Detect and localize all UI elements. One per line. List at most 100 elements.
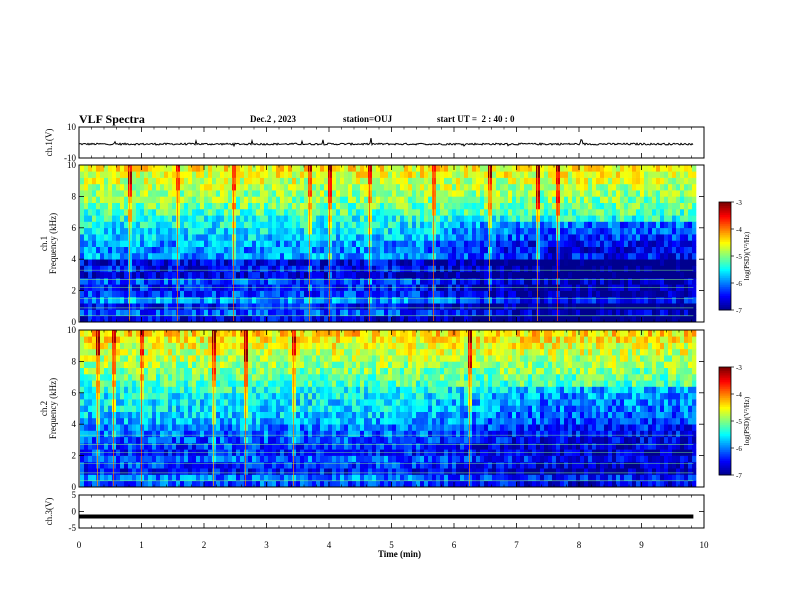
spectrogram-cell [184, 271, 189, 279]
spectrogram-cell [356, 183, 361, 191]
spectrogram-cell [300, 215, 305, 222]
spectrogram-cell [244, 202, 249, 210]
spectrogram-cell [232, 209, 237, 216]
spectrogram-cell [692, 309, 697, 316]
spectrogram-cell [452, 246, 457, 254]
spectrogram-cell [484, 190, 489, 197]
spectrogram-cell [648, 259, 653, 266]
spectrogram-cell [104, 430, 109, 438]
spectrogram-cell [564, 309, 569, 316]
spectrogram-cell [416, 227, 421, 235]
spectrogram-cell [192, 271, 197, 279]
spectrogram-cell [364, 227, 369, 235]
spectrogram-cell [600, 221, 605, 229]
spectrogram-cell [204, 411, 209, 419]
spectrogram-cell [188, 380, 193, 387]
spectrogram-cell [372, 221, 377, 229]
spectrogram-cell [532, 271, 537, 279]
spectrogram-cell [144, 474, 149, 481]
spectrogram-cell [596, 296, 601, 304]
spectrogram-cell [172, 246, 177, 254]
spectrogram-cell [160, 171, 165, 178]
spectrogram-cell [524, 303, 529, 310]
spectrogram-cell [556, 303, 561, 310]
spectrogram-cell [164, 265, 169, 273]
spectrogram-cell [188, 455, 193, 463]
spectrogram-cell [352, 315, 357, 323]
spectrogram-cell [400, 227, 405, 235]
spectrogram-cell [184, 278, 189, 285]
spectrogram-cell [196, 190, 201, 197]
spectrogram-cell [224, 221, 229, 229]
spectrogram-cell [104, 183, 109, 191]
spectrogram-cell [260, 252, 265, 260]
spectrogram-cell [136, 348, 141, 356]
spectrogram-cell [544, 259, 549, 266]
spectrogram-cell [172, 221, 177, 229]
spectrogram-cell [288, 209, 293, 216]
spectrogram-cell [240, 296, 245, 304]
spectrogram-cell [360, 234, 365, 241]
spectrogram-cell [332, 309, 337, 316]
spectrogram-cell [276, 177, 281, 185]
spectrogram-cell [476, 177, 481, 185]
spectrogram-cell [560, 271, 565, 279]
spectrogram-cell [180, 348, 185, 356]
spectrogram-cell [84, 436, 89, 444]
spectrogram-cell [492, 177, 497, 185]
spectrogram-cell [692, 315, 697, 323]
spectrogram-cell [184, 480, 189, 488]
spectrogram-cell [560, 259, 565, 266]
spectrogram-cell [200, 252, 205, 260]
spectrogram-cell [200, 309, 205, 316]
spectrogram-cell [688, 190, 693, 197]
spectrogram-cell [176, 296, 181, 304]
spectrogram-cell [524, 227, 529, 235]
spectrogram-cell [412, 202, 417, 210]
spectrogram-cell [364, 165, 369, 172]
spectrogram-cell [344, 240, 349, 247]
spectrogram-cell [104, 468, 109, 475]
spectrogram-cell [688, 234, 693, 241]
spectrogram-cell [300, 221, 305, 229]
spectrogram-cell [512, 265, 517, 273]
spectrogram-cell [192, 246, 197, 254]
spectrogram-cell [400, 215, 405, 222]
spectrogram-cell [80, 374, 85, 381]
spectrogram-cell [612, 278, 617, 285]
spectrogram-cell [568, 252, 573, 260]
spectrogram-cell [496, 290, 501, 298]
spectrogram-cell [528, 278, 533, 285]
colorbar-tick-label: -5 [736, 253, 742, 261]
spectrogram-cell [184, 246, 189, 254]
spectrogram-cell [116, 380, 121, 387]
spectrogram-cell [200, 380, 205, 387]
spectrogram-cell [596, 209, 601, 216]
spectrogram-cell [132, 443, 137, 450]
spectrogram-cell [468, 171, 473, 178]
spectrogram-cell [212, 177, 217, 185]
spectrogram-cell [364, 234, 369, 241]
spectrogram-cell [124, 480, 129, 488]
spectrogram-cell [524, 234, 529, 241]
spectrogram-cell [580, 296, 585, 304]
spectrogram-cell [576, 309, 581, 316]
spectrogram-cell [524, 265, 529, 273]
spectrogram-cell [608, 315, 613, 323]
spectrogram-cell [388, 177, 393, 185]
spectrogram-cell [660, 240, 665, 247]
spectrogram-cell [640, 234, 645, 241]
spectrogram-cell [176, 265, 181, 273]
spectrogram-cell [292, 296, 297, 304]
spectrogram-cell [676, 215, 681, 222]
spectrogram-cell [192, 227, 197, 235]
spectrogram-cell [148, 380, 153, 387]
spectrogram-cell [660, 265, 665, 273]
spectrogram-cell [316, 296, 321, 304]
spectrogram-cell [124, 227, 129, 235]
spectrogram-cell [688, 196, 693, 203]
spectrogram-cell [176, 290, 181, 298]
spectrogram-cell [580, 259, 585, 266]
spectrogram-cell [92, 209, 97, 216]
spectrogram-cell [204, 399, 209, 406]
